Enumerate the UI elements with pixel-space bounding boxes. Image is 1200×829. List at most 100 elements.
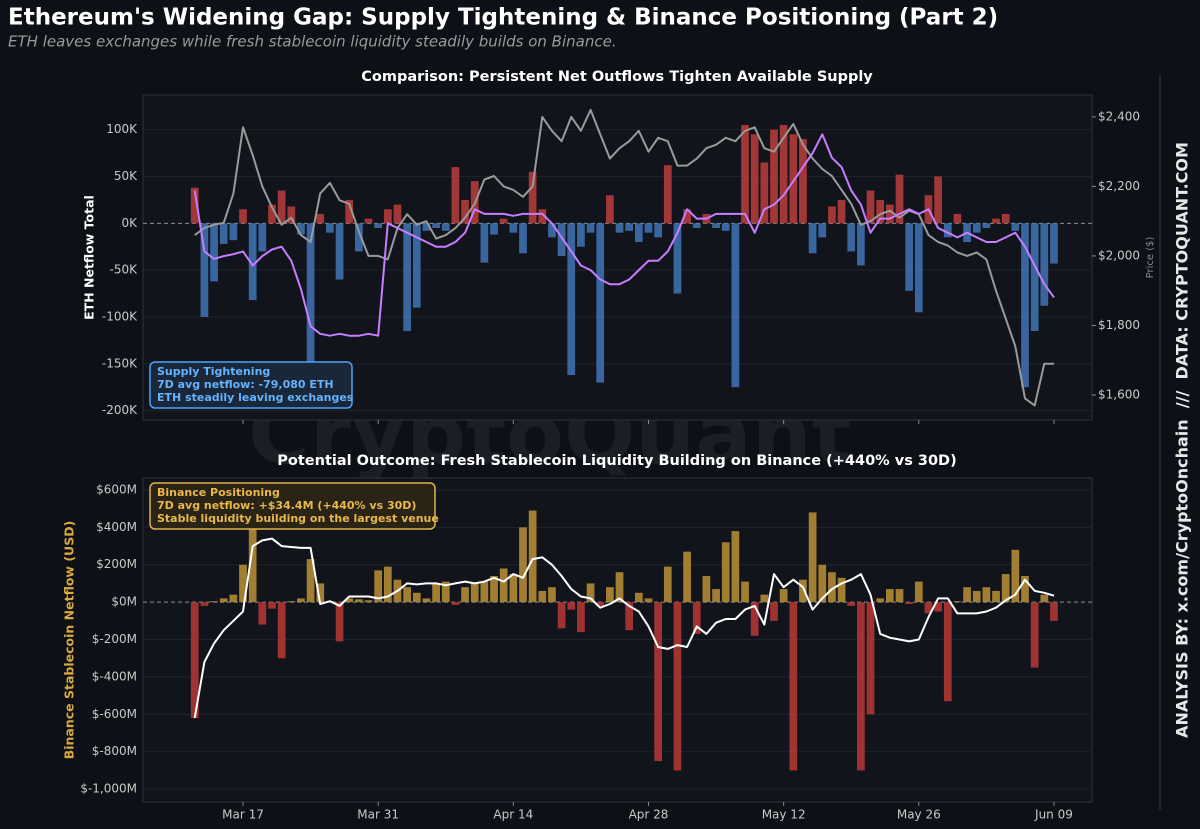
y-tick-label: -150K: [102, 356, 138, 370]
bar: [770, 602, 778, 621]
bar: [876, 199, 885, 224]
bar: [422, 223, 431, 231]
bar: [847, 602, 856, 606]
bar: [934, 176, 942, 224]
bar: [519, 527, 527, 603]
bar: [490, 223, 498, 235]
y2-tick-label: $2,400: [1098, 109, 1140, 123]
bar: [895, 174, 904, 224]
bar: [586, 223, 595, 233]
bar: [914, 223, 923, 313]
annotation-text: Supply Tightening: [157, 365, 270, 378]
annotation-text: Stable liquidity building on the largest…: [157, 512, 439, 525]
bar: [287, 601, 296, 603]
bar: [422, 598, 431, 603]
y-tick-label: $0M: [111, 595, 137, 609]
bar: [1030, 602, 1039, 668]
bar: [953, 601, 962, 603]
line: [193, 133, 1055, 337]
bar: [355, 223, 363, 252]
bar: [316, 213, 325, 224]
y-tick-label: $-600M: [92, 707, 137, 721]
bar: [326, 223, 334, 233]
bar: [828, 206, 836, 224]
credits: ANALYSIS BY: x.com/CryptoOnchain /// DAT…: [1173, 142, 1192, 738]
bar: [654, 223, 663, 238]
bar: [712, 589, 720, 603]
bar: [383, 566, 392, 603]
bar: [799, 579, 807, 603]
bar: [441, 223, 450, 231]
bar: [712, 223, 720, 228]
bar: [219, 598, 228, 603]
bar: [210, 223, 218, 282]
bar: [992, 218, 1000, 224]
bar: [364, 600, 373, 603]
bar: [345, 598, 354, 603]
bar: [644, 223, 653, 233]
bar: [828, 572, 836, 603]
bar: [818, 564, 827, 603]
bar: [1011, 223, 1020, 231]
bar: [663, 165, 672, 224]
bar: [702, 575, 711, 603]
y-tick-label: 100K: [106, 122, 138, 136]
bar: [914, 581, 923, 603]
bar: [972, 223, 981, 233]
bar: [837, 199, 846, 224]
bar: [673, 223, 682, 294]
bar: [403, 587, 411, 603]
bar: [277, 190, 286, 224]
bar: [1030, 223, 1039, 332]
bar: [1021, 575, 1029, 603]
panel-title: Potential Outcome: Fresh Stablecoin Liqu…: [277, 453, 956, 469]
bar: [972, 590, 981, 603]
bar: [789, 134, 798, 224]
bar: [615, 223, 624, 233]
bar: [779, 124, 788, 224]
x-tick-label: Mar 31: [357, 808, 399, 822]
bar: [857, 223, 865, 266]
bar: [335, 602, 344, 642]
bar: [258, 223, 267, 252]
bar: [866, 602, 875, 715]
bar: [470, 583, 479, 603]
bar: [644, 598, 653, 603]
bar: [943, 223, 952, 238]
bar: [412, 223, 421, 308]
bar: [760, 594, 769, 603]
bar: [885, 204, 894, 224]
bar: [1001, 574, 1010, 603]
bar: [789, 602, 798, 771]
bar: [499, 568, 508, 603]
y2-axis-label: Price ($): [1145, 237, 1156, 279]
bar: [721, 542, 730, 603]
bar: [297, 598, 305, 603]
bar: [721, 223, 730, 231]
y-tick-label: $600M: [96, 482, 137, 496]
bar: [847, 223, 856, 252]
x-tick-label: Mar 17: [222, 808, 264, 822]
bar: [374, 570, 383, 603]
page-subtitle: ETH leaves exchanges while fresh stablec…: [8, 33, 617, 51]
panel-title: Comparison: Persistent Net Outflows Tigh…: [361, 69, 873, 85]
bar: [982, 587, 991, 603]
bar: [528, 171, 537, 224]
bar: [885, 589, 894, 603]
bar: [818, 223, 827, 238]
bar: [673, 602, 682, 771]
bar: [982, 223, 991, 228]
bar: [219, 223, 228, 244]
bar: [490, 575, 498, 603]
y-tick-label: -100K: [102, 309, 138, 323]
bar: [596, 602, 605, 606]
bar: [557, 602, 566, 629]
y-tick-label: 50K: [114, 169, 138, 183]
bar: [625, 223, 634, 231]
bar: [808, 223, 817, 254]
bar: [606, 587, 614, 603]
y2-tick-label: $2,000: [1098, 248, 1140, 262]
bar: [992, 590, 1000, 603]
bar: [905, 223, 914, 291]
